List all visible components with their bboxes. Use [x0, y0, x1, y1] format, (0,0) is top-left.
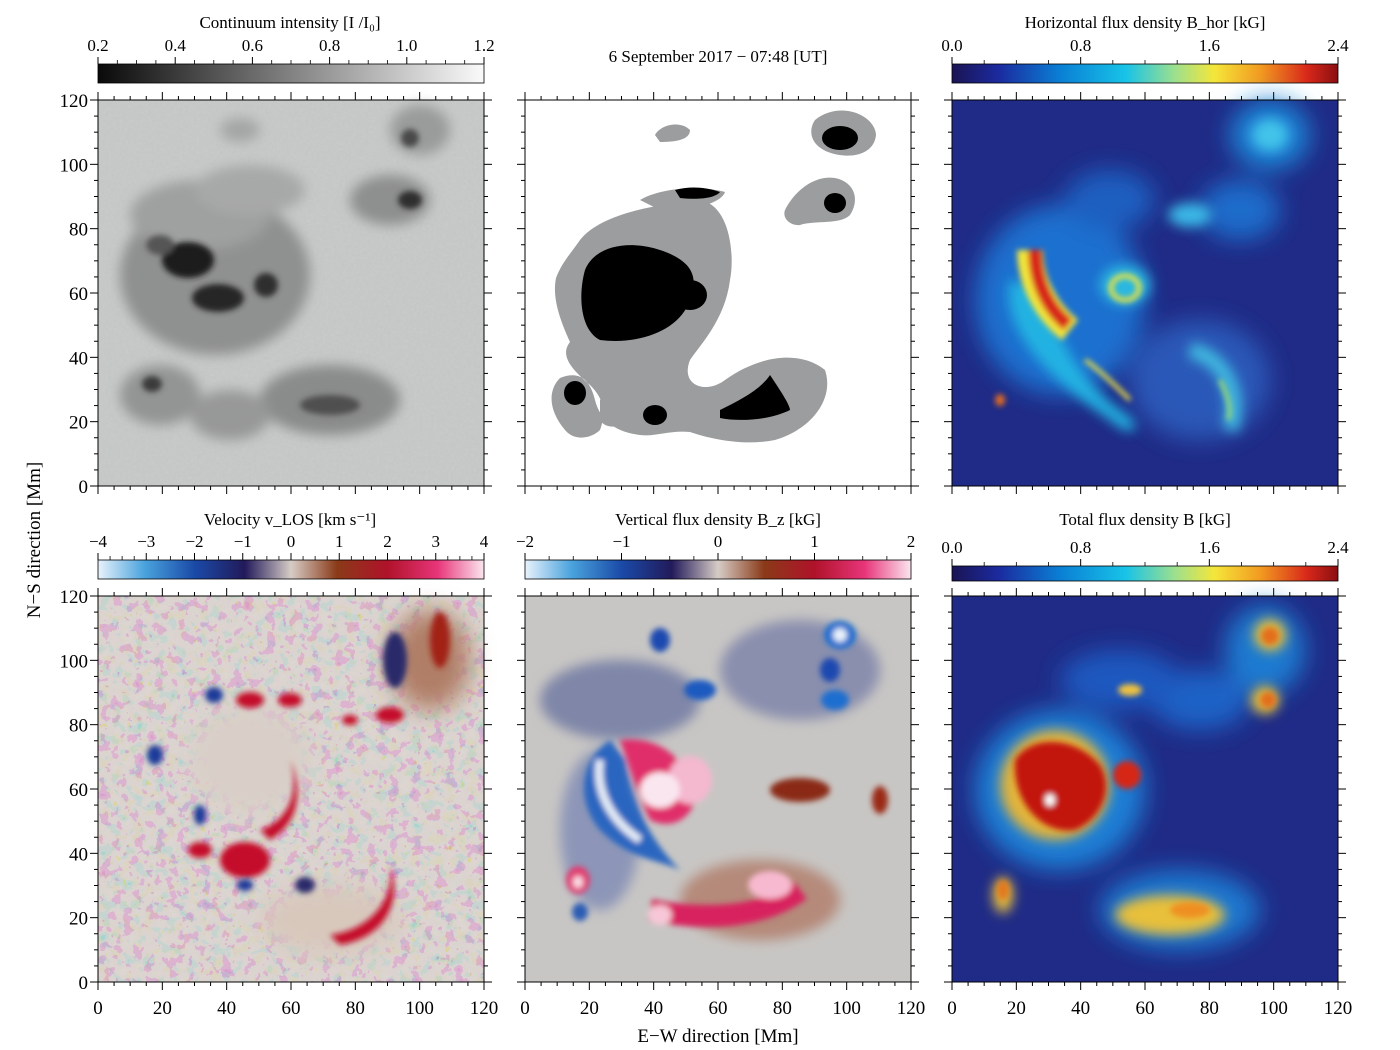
colorbar-tick-label: 0 — [287, 532, 296, 551]
x-tick-label: 0 — [947, 998, 957, 1019]
y-tick-label: 0 — [79, 973, 89, 994]
x-tick-label: 40 — [644, 998, 663, 1019]
y-tick-label: 80 — [69, 716, 88, 737]
colorbar-tick-label: −2 — [516, 532, 534, 551]
x-tick-label: 20 — [1007, 998, 1026, 1019]
panel-title: Continuum intensity [I /I₀] — [199, 13, 380, 32]
colorbar-tick-label: 0.2 — [87, 36, 108, 55]
x-axis-label: E−W direction [Mm] — [637, 1026, 798, 1047]
colorbar-ramp — [97, 63, 485, 84]
heatmap-image — [951, 595, 1339, 983]
colorbar-tick-label: 2.4 — [1327, 36, 1349, 55]
x-tick-label: 40 — [1071, 998, 1090, 1019]
x-tick-label: 60 — [709, 998, 728, 1019]
colorbar-tick-label: −1 — [234, 532, 252, 551]
colorbar-tick-label: 3 — [432, 532, 441, 551]
x-tick-label: 0 — [520, 998, 530, 1019]
colorbar: 0.2 0.4 0.6 0.8 1.0 1.2 — [87, 36, 495, 84]
colorbar-ramp — [524, 559, 912, 580]
date-label: 6 September 2017 − 07:48 [UT] — [609, 47, 828, 66]
y-axis-label: N−S direction [Mm] — [24, 462, 45, 618]
colorbar-tick-label: 1.6 — [1199, 538, 1220, 557]
x-tick-label: 100 — [832, 998, 861, 1019]
colorbar-tick-label: 1.0 — [396, 36, 417, 55]
colorbar-tick-label: −4 — [89, 532, 108, 551]
panel-bhor: Horizontal flux density B_hor [kG] 0.0 0.… — [941, 13, 1349, 494]
y-tick-label: 100 — [60, 651, 89, 672]
y-tick-label: 120 — [60, 587, 89, 608]
heatmap-image — [97, 595, 485, 983]
panel-title: Vertical flux density B_z [kG] — [615, 510, 821, 529]
colorbar-tick-label: 1.6 — [1199, 36, 1220, 55]
y-tick-label: 20 — [69, 413, 88, 434]
x-tick-label: 100 — [1259, 998, 1288, 1019]
y-tick-label: 60 — [69, 284, 88, 305]
panel-bz: Vertical flux density B_z [kG] −2 −1 0 1 2 — [516, 510, 925, 1019]
heatmap-image — [524, 99, 912, 487]
panel-btot: Total flux density B [kG] 0.0 0.8 1.6 2.4 — [941, 510, 1352, 1019]
panel-title: Total flux density B [kG] — [1059, 510, 1231, 529]
colorbar-tick-label: −1 — [612, 532, 630, 551]
y-tick-label: 0 — [79, 477, 89, 498]
x-tick-label: 20 — [153, 998, 172, 1019]
colorbar-tick-label: 0.6 — [242, 36, 263, 55]
y-tick-label: 80 — [69, 220, 88, 241]
x-tick-label: 40 — [217, 998, 236, 1019]
panel-continuum: Continuum intensity [I /I₀] 0.2 0.4 0.6 0.8… — [60, 13, 495, 498]
panel-vlos: Velocity v_LOS [km s⁻¹] −4 −3 −2 −1 0 1 2 3 4 — [60, 510, 499, 1019]
x-tick-label: 20 — [580, 998, 599, 1019]
colorbar-ramp — [951, 63, 1339, 84]
colorbar-ramp — [951, 565, 1339, 582]
colorbar: −4 −3 −2 −1 0 1 2 3 4 — [89, 532, 489, 580]
colorbar-tick-label: 0.0 — [941, 538, 962, 557]
colorbar-tick-label: 0 — [714, 532, 723, 551]
x-tick-label: 120 — [1324, 998, 1353, 1019]
y-tick-label: 100 — [60, 155, 89, 176]
colorbar-ramp — [97, 559, 485, 580]
x-tick-label: 80 — [773, 998, 792, 1019]
colorbar-tick-label: −2 — [185, 532, 203, 551]
x-tick-label: 120 — [470, 998, 499, 1019]
y-tick-label: 40 — [69, 844, 88, 865]
colorbar-tick-label: 2.4 — [1327, 538, 1349, 557]
x-tick-label: 80 — [1200, 998, 1219, 1019]
colorbar-tick-label: 1 — [810, 532, 819, 551]
colorbar-tick-label: 0.8 — [319, 36, 340, 55]
colorbar-tick-label: 0.0 — [941, 36, 962, 55]
x-tick-label: 120 — [897, 998, 926, 1019]
x-tick-label: 100 — [405, 998, 434, 1019]
y-tick-label: 20 — [69, 909, 88, 930]
colorbar-tick-label: 0.8 — [1070, 538, 1091, 557]
x-tick-label: 60 — [1136, 998, 1155, 1019]
colorbar: 0.0 0.8 1.6 2.4 — [941, 36, 1349, 84]
colorbar: −2 −1 0 1 2 — [516, 532, 916, 580]
panel-title: Velocity v_LOS [km s⁻¹] — [204, 510, 376, 529]
x-tick-label: 0 — [93, 998, 103, 1019]
colorbar-tick-label: 0.4 — [165, 36, 187, 55]
panel-title: Horizontal flux density B_hor [kG] — [1025, 13, 1266, 32]
x-tick-label: 80 — [346, 998, 365, 1019]
y-tick-label: 120 — [60, 91, 89, 112]
heatmap-image — [951, 99, 1339, 487]
colorbar-tick-label: 2 — [383, 532, 392, 551]
x-tick-label: 60 — [282, 998, 301, 1019]
colorbar-tick-label: 0.8 — [1070, 36, 1091, 55]
colorbar-tick-label: −3 — [137, 532, 155, 551]
panel-mask: 6 September 2017 − 07:48 [UT] — [517, 47, 919, 494]
y-tick-label: 40 — [69, 348, 88, 369]
colorbar: 0.0 0.8 1.6 2.4 — [941, 538, 1349, 582]
colorbar-tick-label: 4 — [480, 532, 489, 551]
heatmap-image — [97, 99, 485, 487]
colorbar-tick-label: 1.2 — [473, 36, 494, 55]
y-tick-label: 60 — [69, 780, 88, 801]
heatmap-image — [524, 595, 912, 983]
colorbar-tick-label: 1 — [335, 532, 344, 551]
colorbar-tick-label: 2 — [907, 532, 916, 551]
